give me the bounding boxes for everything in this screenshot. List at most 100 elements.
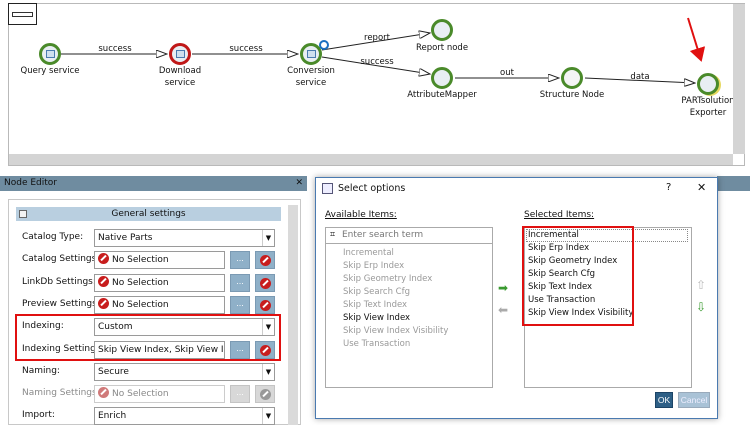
no-entry-icon — [259, 277, 271, 289]
no-entry-icon — [98, 275, 109, 287]
clear-button[interactable] — [255, 251, 275, 270]
panel-title: Node Editor — [4, 178, 57, 188]
browse-button[interactable]: ... — [230, 385, 250, 404]
dropdown-field[interactable]: Secure ▼ — [94, 362, 275, 381]
picker-field[interactable]: No Selection — [94, 273, 225, 292]
clear-button[interactable] — [255, 385, 275, 404]
node-label: Query service — [20, 66, 80, 76]
field-value: Native Parts — [98, 233, 153, 243]
picker-field[interactable]: No Selection — [94, 385, 225, 404]
available-item[interactable]: Skip Search Cfg — [343, 287, 411, 297]
available-item[interactable]: Skip Erp Index — [343, 261, 405, 271]
selected-item[interactable]: Skip Geometry Index — [528, 256, 618, 266]
remove-arrow-icon[interactable]: ⬅ — [498, 303, 509, 317]
selected-item[interactable]: Incremental — [528, 230, 579, 240]
section-general-settings[interactable]: General settings — [16, 207, 281, 221]
field-value: No Selection — [112, 277, 169, 288]
available-item[interactable]: Incremental — [343, 248, 394, 258]
available-item[interactable]: Skip Geometry Index — [343, 274, 433, 284]
selected-item[interactable]: Skip Search Cfg — [528, 269, 596, 279]
node-download-service[interactable] — [169, 43, 191, 65]
node-label: AttributeMapper — [407, 90, 477, 100]
field-value: Skip View Index, Skip View Index Visibil… — [98, 344, 224, 355]
field-label: Import: — [22, 410, 55, 421]
no-entry-icon — [259, 255, 271, 267]
edge-label: success — [98, 44, 132, 54]
select-options-dialog: Select options ? ✕ Available Items: ⌗ En… — [315, 177, 718, 419]
node-label: Conversion service — [287, 66, 335, 88]
dropdown-field[interactable]: Custom ▼ — [94, 318, 275, 337]
node-label: Structure Node — [539, 90, 605, 100]
node-report[interactable] — [431, 19, 453, 41]
chevron-down-icon: ▼ — [262, 319, 274, 336]
no-entry-icon — [259, 389, 271, 401]
available-items-label: Available Items: — [325, 210, 397, 220]
close-button[interactable]: ✕ — [697, 181, 707, 194]
field-value: Custom — [98, 322, 133, 333]
field-value: Secure — [98, 366, 129, 377]
horizontal-scrollbar[interactable] — [9, 154, 733, 165]
available-items-list[interactable] — [325, 227, 493, 388]
no-entry-icon — [98, 387, 109, 399]
search-placeholder: Enter search term — [342, 230, 424, 240]
highlight-box — [522, 226, 634, 326]
dropdown-field[interactable]: Native Parts ▼ — [94, 229, 275, 247]
clear-button[interactable] — [255, 273, 275, 292]
available-item[interactable]: Skip View Index Visibility — [343, 326, 449, 336]
picker-field[interactable]: No Selection — [94, 251, 225, 270]
workflow-edges — [61, 17, 706, 170]
browse-button[interactable]: ... — [230, 251, 250, 270]
clear-button[interactable] — [255, 340, 275, 359]
badge-icon — [319, 40, 329, 50]
minimap[interactable] — [8, 3, 37, 25]
node-query-service[interactable] — [39, 43, 61, 65]
workflow-canvas[interactable] — [8, 3, 745, 166]
selected-item[interactable]: Skip View Index Visibility — [528, 308, 634, 318]
dropdown-field[interactable]: Enrich ▼ — [94, 407, 275, 425]
move-up-icon[interactable]: ⇧ — [696, 278, 707, 292]
edge — [584, 77, 695, 83]
available-item[interactable]: Use Transaction — [343, 339, 411, 349]
picker-field[interactable]: Skip View Index, Skip View Index Visibil… — [94, 340, 225, 359]
no-entry-icon — [259, 299, 271, 311]
node-label: PARTsolution Exporter — [681, 96, 735, 118]
cancel-button[interactable]: Cancel — [678, 392, 710, 408]
node-partsolution-exporter[interactable] — [697, 73, 719, 95]
node-structure[interactable] — [561, 67, 583, 89]
picker-field[interactable]: No Selection — [94, 295, 225, 314]
help-button[interactable]: ? — [666, 182, 672, 193]
selected-items-list[interactable] — [524, 227, 692, 388]
vertical-scrollbar[interactable] — [733, 4, 745, 154]
available-item[interactable]: Skip View Index — [343, 313, 411, 323]
node-editor-header: Node Editor ✕ — [0, 176, 307, 191]
selected-item[interactable]: Use Transaction — [528, 295, 596, 305]
field-label: Catalog Type: — [22, 232, 84, 242]
close-icon[interactable]: ✕ — [295, 178, 303, 188]
available-item[interactable]: Skip Text Index — [343, 300, 408, 310]
move-down-icon[interactable]: ⇩ — [696, 300, 707, 314]
field-label: Catalog Settings: — [22, 254, 100, 265]
add-arrow-icon[interactable]: ➡ — [498, 281, 509, 295]
selected-items-label: Selected Items: — [524, 210, 595, 220]
browse-button[interactable]: ... — [230, 295, 250, 314]
selected-item[interactable]: Skip Erp Index — [528, 243, 590, 253]
search-input[interactable]: ⌗ Enter search term — [326, 228, 492, 244]
selected-item[interactable]: Skip Text Index — [528, 282, 593, 292]
panel-header-strip — [717, 176, 750, 191]
edge-label: success — [360, 57, 394, 67]
node-conversion-service[interactable] — [300, 43, 322, 65]
edge-label: success — [229, 44, 263, 54]
chevron-down-icon: ▼ — [262, 408, 274, 425]
chevron-down-icon: ▼ — [262, 363, 274, 380]
clear-button[interactable] — [255, 295, 275, 314]
field-label: LinkDb Settings: — [22, 276, 96, 287]
browse-button[interactable]: ... — [230, 273, 250, 292]
field-label: Indexing Settings: — [22, 343, 104, 354]
node-editor-scrollbar[interactable] — [288, 205, 298, 425]
browse-button[interactable]: ... — [230, 340, 250, 359]
section-title: General settings — [111, 209, 186, 219]
node-attributemapper[interactable] — [431, 67, 453, 89]
node-label: Download service — [158, 66, 202, 88]
field-value: Enrich — [98, 411, 127, 422]
ok-button[interactable]: OK — [655, 392, 673, 408]
